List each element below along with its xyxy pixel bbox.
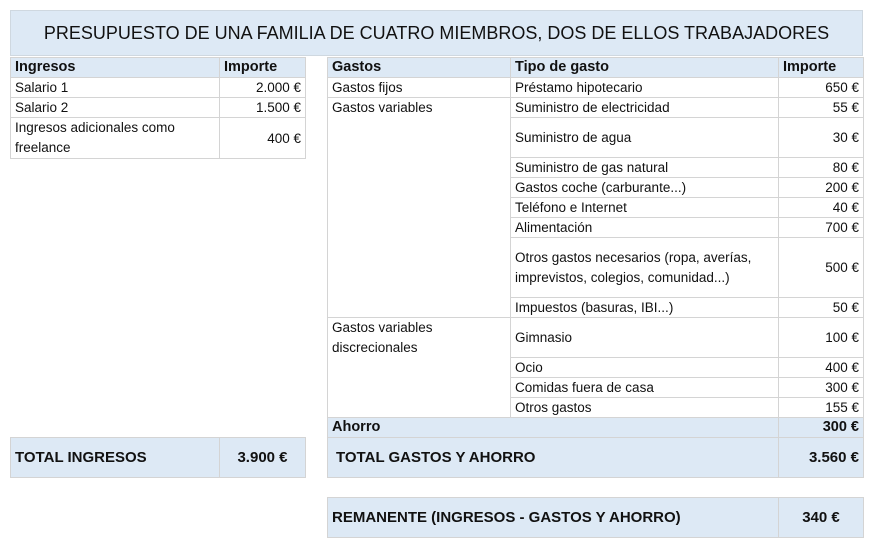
- cell-tipo[interactable]: Suministro de electricidad: [510, 97, 779, 118]
- header-tipo: Tipo de gasto: [510, 57, 779, 78]
- total-gastos-label: TOTAL GASTOS Y AHORRO: [327, 437, 779, 478]
- total-ingresos-label: TOTAL INGRESOS: [10, 437, 220, 478]
- cell-importe[interactable]: 50 €: [778, 297, 864, 318]
- header-importe: Importe: [778, 57, 864, 78]
- cell-tipo[interactable]: Comidas fuera de casa: [510, 377, 779, 398]
- cell-importe[interactable]: 400 €: [778, 357, 864, 378]
- total-ingresos-table: TOTAL INGRESOS 3.900 €: [10, 437, 306, 478]
- total-gastos-value[interactable]: 3.560 €: [778, 437, 864, 478]
- table-row: Gastos fijos Préstamo hipotecario 650 €: [327, 77, 864, 98]
- cell-concepto[interactable]: Salario 1: [10, 77, 220, 98]
- table-row: Suministro de agua 30 €: [328, 117, 864, 158]
- cell-importe[interactable]: 700 €: [778, 217, 864, 238]
- ahorro-value[interactable]: 300 €: [778, 417, 864, 438]
- table-row: Gastos variables discrecionales Gimnasio 1…: [327, 317, 864, 418]
- category-fijos[interactable]: Gastos fijos: [327, 77, 511, 98]
- total-gastos-row: TOTAL GASTOS Y AHORRO 3.560 €: [327, 437, 864, 478]
- cell-importe[interactable]: 1.500 €: [219, 97, 306, 118]
- cell-importe[interactable]: 650 €: [778, 77, 864, 98]
- table-header: Gastos Tipo de gasto Importe: [327, 57, 864, 78]
- ahorro-label: Ahorro: [327, 417, 779, 438]
- cell-importe[interactable]: 100 €: [778, 317, 864, 358]
- cell-tipo[interactable]: Teléfono e Internet: [510, 197, 779, 218]
- ahorro-row: Ahorro 300 €: [327, 417, 864, 438]
- cell-importe[interactable]: 80 €: [778, 157, 864, 178]
- table-row: Teléfono e Internet 40 €: [328, 197, 864, 218]
- remanente-row: REMANENTE (INGRESOS - GASTOS Y AHORRO) 3…: [327, 497, 864, 538]
- category-variables[interactable]: Gastos variables: [327, 97, 511, 318]
- table-row: Ingresos adicionales como freelance 400 €: [10, 117, 306, 159]
- table-row: Comidas fuera de casa 300 €: [328, 377, 864, 398]
- cell-concepto[interactable]: Ingresos adicionales como freelance: [10, 117, 220, 159]
- ingresos-table: Ingresos Importe Salario 1 2.000 € Salari…: [10, 57, 306, 159]
- table-header: Ingresos Importe: [10, 57, 306, 78]
- cell-tipo[interactable]: Impuestos (basuras, IBI...): [510, 297, 779, 318]
- total-ingresos-value[interactable]: 3.900 €: [219, 437, 306, 478]
- cell-tipo[interactable]: Suministro de agua: [510, 117, 779, 158]
- remanente-table: REMANENTE (INGRESOS - GASTOS Y AHORRO) 3…: [327, 497, 864, 538]
- remanente-label: REMANENTE (INGRESOS - GASTOS Y AHORRO): [327, 497, 779, 538]
- cell-importe[interactable]: 55 €: [778, 97, 864, 118]
- cell-importe[interactable]: 200 €: [778, 177, 864, 198]
- table-row: Gastos coche (carburante...) 200 €: [328, 177, 864, 198]
- header-gastos: Gastos: [327, 57, 511, 78]
- cell-tipo[interactable]: Gastos coche (carburante...): [510, 177, 779, 198]
- cell-importe[interactable]: 40 €: [778, 197, 864, 218]
- table-row: Salario 2 1.500 €: [10, 97, 306, 118]
- cell-tipo[interactable]: Suministro de gas natural: [510, 157, 779, 178]
- table-row: Salario 1 2.000 €: [10, 77, 306, 98]
- cell-tipo[interactable]: Gimnasio: [510, 317, 779, 358]
- cell-concepto[interactable]: Salario 2: [10, 97, 220, 118]
- cell-tipo[interactable]: Otros gastos necesarios (ropa, averías, …: [510, 237, 779, 298]
- table-row: Otros gastos necesarios (ropa, averías, …: [328, 237, 864, 298]
- header-importe: Importe: [219, 57, 306, 78]
- cell-importe[interactable]: 2.000 €: [219, 77, 306, 98]
- category-discrecionales[interactable]: Gastos variables discrecionales: [327, 317, 511, 418]
- table-row: Gastos variables Suministro de electricid…: [327, 97, 864, 318]
- gastos-table: Gastos Tipo de gasto Importe Gastos fijo…: [327, 57, 864, 478]
- cell-importe[interactable]: 300 €: [778, 377, 864, 398]
- remanente-value[interactable]: 340 €: [778, 497, 864, 538]
- cell-tipo[interactable]: Otros gastos: [510, 397, 779, 418]
- cell-tipo[interactable]: Préstamo hipotecario: [510, 77, 779, 98]
- cell-importe[interactable]: 500 €: [778, 237, 864, 298]
- cell-importe[interactable]: 400 €: [219, 117, 306, 159]
- cell-importe[interactable]: 155 €: [778, 397, 864, 418]
- total-row: TOTAL INGRESOS 3.900 €: [10, 437, 306, 478]
- cell-tipo[interactable]: Ocio: [510, 357, 779, 378]
- header-ingresos: Ingresos: [10, 57, 220, 78]
- page-title: PRESUPUESTO DE UNA FAMILIA DE CUATRO MIE…: [10, 10, 863, 56]
- cell-importe[interactable]: 30 €: [778, 117, 864, 158]
- cell-tipo[interactable]: Alimentación: [510, 217, 779, 238]
